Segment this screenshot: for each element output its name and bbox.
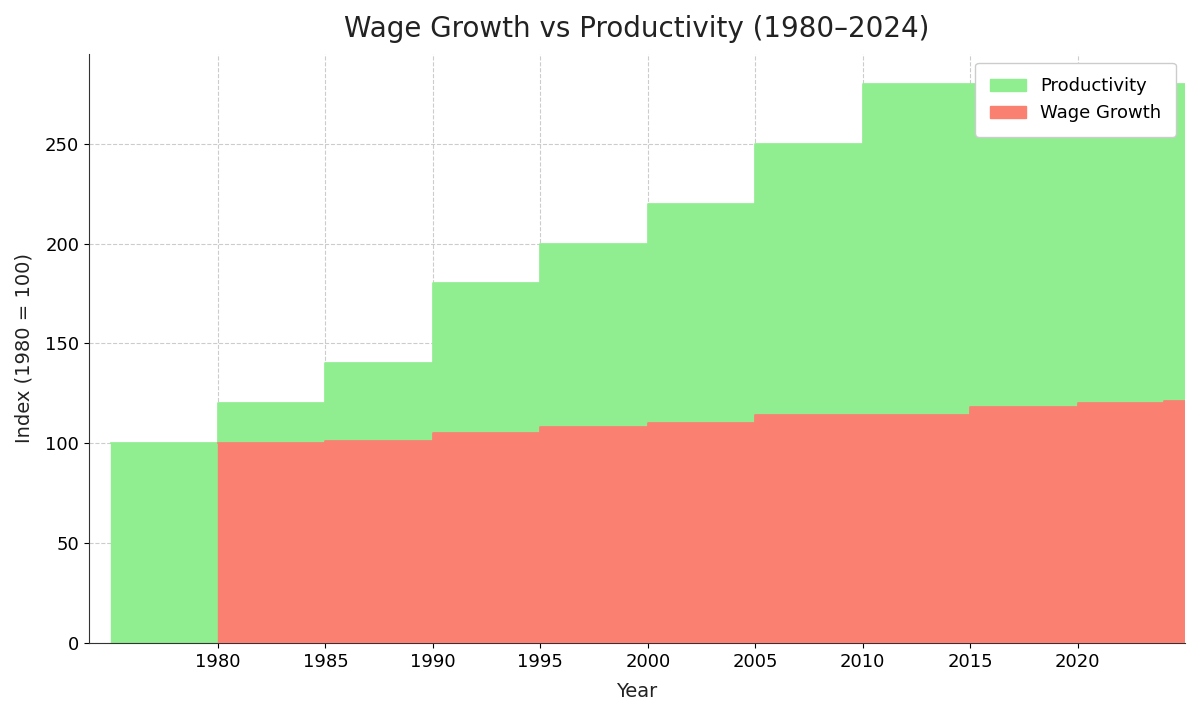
X-axis label: Year: Year (617, 682, 658, 701)
Y-axis label: Index (1980 = 100): Index (1980 = 100) (14, 253, 34, 443)
Title: Wage Growth vs Productivity (1980–2024): Wage Growth vs Productivity (1980–2024) (344, 15, 930, 43)
Legend: Productivity, Wage Growth: Productivity, Wage Growth (976, 63, 1176, 137)
Polygon shape (218, 402, 1186, 643)
Polygon shape (110, 84, 1186, 643)
